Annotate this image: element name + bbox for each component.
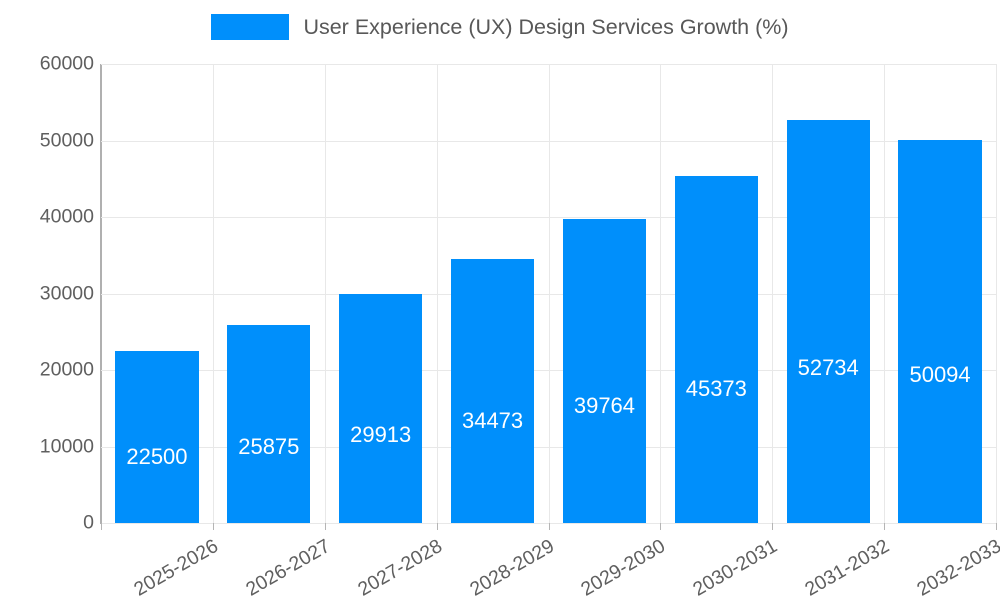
y-axis-labels: 0 10000 20000 30000 40000 50000 60000 bbox=[0, 0, 94, 600]
x-axis-tick-mark bbox=[437, 523, 438, 530]
bar-2026-2027[interactable] bbox=[227, 325, 311, 523]
x-axis-tick-mark bbox=[996, 523, 997, 530]
legend-item-label: User Experience (UX) Design Services Gro… bbox=[303, 15, 789, 39]
gridline-horizontal bbox=[101, 217, 996, 218]
bar-2027-2028[interactable] bbox=[339, 294, 423, 523]
x-axis-tick-mark bbox=[660, 523, 661, 530]
x-axis-tick-mark bbox=[325, 523, 326, 530]
gridline-vertical bbox=[772, 64, 773, 523]
gridline-vertical bbox=[884, 64, 885, 523]
x-axis-tick-mark bbox=[549, 523, 550, 530]
gridline-vertical bbox=[996, 64, 997, 523]
gridline-vertical bbox=[325, 64, 326, 523]
x-axis-category-label: 2030-2031 bbox=[689, 535, 782, 600]
gridline-vertical bbox=[549, 64, 550, 523]
y-axis-tick-label: 10000 bbox=[39, 434, 94, 457]
legend-color-marker-icon bbox=[211, 14, 290, 40]
x-axis-category-label: 2028-2029 bbox=[465, 535, 558, 600]
bar-2025-2026[interactable] bbox=[115, 350, 199, 523]
gridline-horizontal bbox=[101, 370, 996, 371]
y-axis-tick-label: 60000 bbox=[39, 52, 94, 75]
chart-legend: User Experience (UX) Design Services Gro… bbox=[0, 14, 1000, 40]
x-axis-category-label: 2031-2032 bbox=[801, 535, 894, 600]
bar-2028-2029[interactable] bbox=[450, 259, 535, 523]
x-axis-category-label: 2027-2028 bbox=[353, 535, 446, 600]
bar-2032-2033[interactable] bbox=[898, 139, 982, 523]
y-axis-tick-label: 30000 bbox=[39, 281, 94, 304]
x-axis-tick-mark bbox=[884, 523, 885, 530]
legend-item-series-0[interactable]: User Experience (UX) Design Services Gro… bbox=[211, 14, 789, 40]
gridline-horizontal bbox=[101, 140, 996, 142]
x-axis-tick-mark bbox=[213, 523, 214, 530]
x-axis-category-label: 2029-2030 bbox=[577, 535, 670, 600]
y-axis-tick-label: 20000 bbox=[39, 358, 94, 381]
x-axis-category-label: 2032-2033 bbox=[913, 535, 1000, 600]
bar-2029-2030[interactable] bbox=[562, 218, 647, 523]
gridline-vertical bbox=[213, 64, 214, 523]
gridline-horizontal bbox=[101, 446, 996, 448]
x-axis-category-label: 2025-2026 bbox=[130, 535, 222, 600]
x-axis-category-label: 2026-2027 bbox=[242, 535, 334, 600]
bar-2031-2032[interactable] bbox=[786, 119, 870, 523]
gridline-vertical bbox=[437, 64, 438, 523]
y-axis-tick-label: 40000 bbox=[39, 205, 94, 228]
bar-2030-2031[interactable] bbox=[674, 175, 758, 523]
plot-area: 22500 25875 29913 34473 39764 45373 52734 50094 bbox=[101, 64, 997, 524]
gridline-vertical bbox=[660, 64, 661, 523]
gridline-horizontal bbox=[101, 64, 996, 65]
y-axis-tick-label: 0 bbox=[83, 511, 94, 534]
y-axis-tick-label: 50000 bbox=[39, 128, 94, 151]
x-axis-tick-mark bbox=[772, 523, 773, 530]
gridline-horizontal bbox=[101, 293, 996, 295]
gridline-horizontal bbox=[101, 523, 996, 524]
x-axis-tick-mark bbox=[101, 523, 102, 530]
